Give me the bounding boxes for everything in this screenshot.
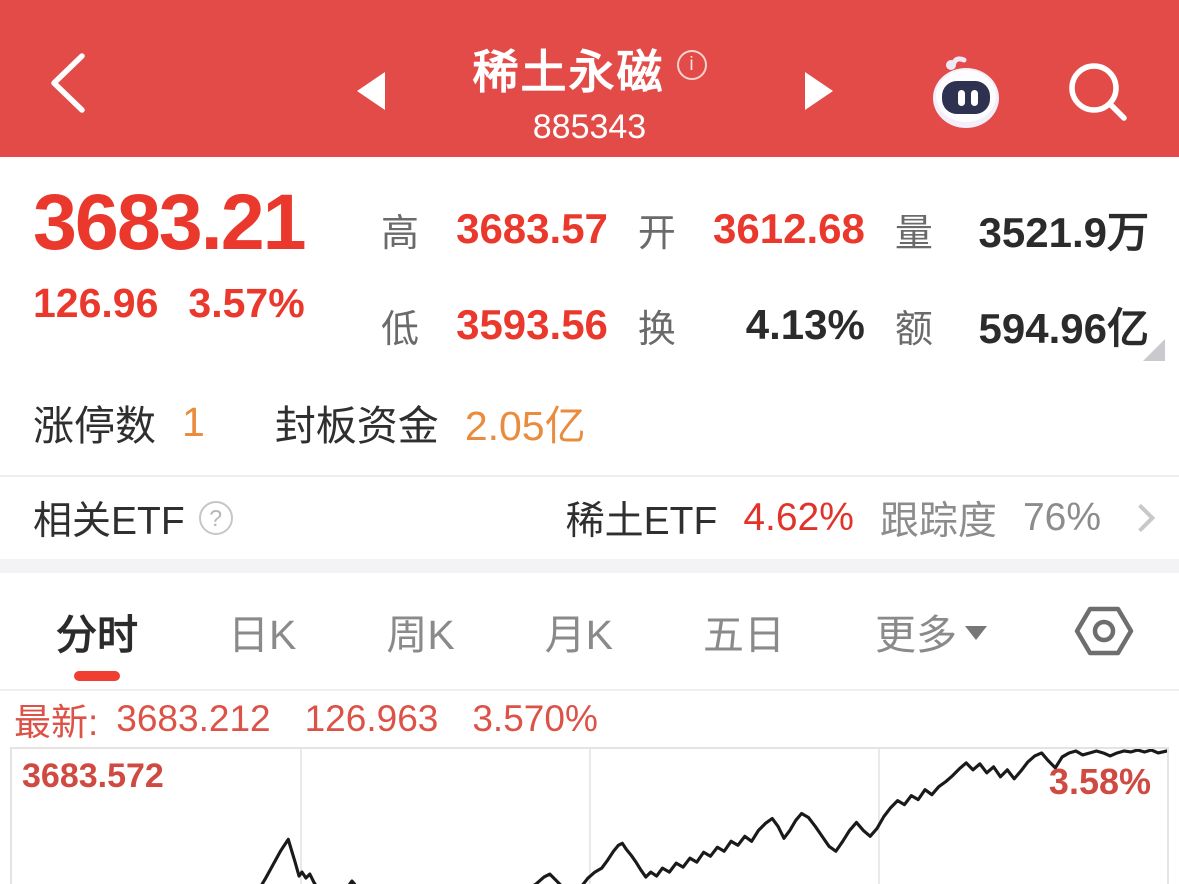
field-value: 3593.56 [456,301,608,348]
minute-chart-canvas [260,749,1167,884]
chevron-right-icon [1126,503,1156,533]
tab-monthly-k[interactable]: 月K [541,583,617,679]
field-value: 4.13% [745,301,865,348]
field-value: 3612.68 [713,205,865,252]
title-block: 稀土永磁 i 885343 [0,36,1179,147]
tab-label: 更多 [875,612,957,658]
etf-change-pct: 4.62% [743,496,854,539]
field-label: 换 [637,308,676,351]
back-chevron-icon [51,53,85,113]
tab-label: 五日 [703,612,786,658]
tab-more-dropdown[interactable]: 更多 [871,583,991,679]
app-header: 稀土永磁 i 885343 [0,0,1179,157]
field-value: 3521.9万 [978,208,1149,256]
chart-pct-label: 3.58% [1048,761,1151,802]
field-label: 低 [381,308,420,351]
field-low: 低 3593.56 [381,277,608,373]
tab-label: 周K [386,612,455,658]
search-icon[interactable] [1062,56,1134,128]
price-change: 126.96 [33,279,159,326]
tab-minute[interactable]: 分时 [52,583,142,681]
info-icon[interactable]: i [676,50,707,80]
sealed-fund-value: 2.05亿 [464,403,586,449]
ai-assistant-robot-icon[interactable] [925,52,1007,134]
section-divider [0,559,1179,573]
etf-name: 稀土ETF [565,500,718,543]
latest-change: 126.963 [304,698,439,739]
stock-code: 885343 [532,108,647,146]
chart-tab-bar: 分时 日K 周K 月K 五日 更多 [0,573,1179,691]
latest-price: 3683.212 [116,698,271,739]
tab-label: 分时 [56,612,138,658]
latest-pct: 3.570% [472,698,598,739]
field-volume: 量 3521.9万 [895,181,1149,277]
prev-stock-icon[interactable] [357,72,385,110]
field-value: 594.96亿 [978,304,1149,352]
tracking-label: 跟踪度 [879,500,997,543]
field-open: 开 3612.68 [638,181,865,277]
field-high: 高 3683.57 [381,181,608,277]
back-button[interactable] [38,50,98,116]
tab-daily-k[interactable]: 日K [224,583,300,679]
expand-corner-icon[interactable] [1143,339,1165,361]
chart-settings-icon[interactable] [1073,603,1135,659]
latest-label: 最新: [14,702,99,743]
tab-label: 月K [544,612,614,658]
caret-down-icon [965,626,987,640]
limit-up-row: 涨停数 1 封板资金 2.05亿 [0,369,1179,477]
page-title: 稀土永磁 [472,46,665,98]
minute-chart[interactable]: 3683.572 3.58% [10,747,1169,884]
tab-weekly-k[interactable]: 周K [382,583,458,679]
price-block: 3683.21 126.96 3.57% [33,177,351,373]
field-turnover-rate: 换 4.13% [638,277,865,373]
field-value: 3683.57 [456,205,608,252]
chart-high-label: 3683.572 [22,757,164,795]
minute-line [260,749,1167,884]
tracking-value: 76% [1022,496,1101,539]
field-label: 额 [894,308,933,351]
price-change-pct: 3.57% [188,279,305,326]
active-tab-underline [74,671,120,681]
field-label: 量 [894,212,933,255]
tab-five-day[interactable]: 五日 [699,583,789,679]
field-label: 开 [637,212,676,255]
help-icon[interactable]: ? [198,501,233,535]
latest-quote-row: 最新: 3683.212 126.963 3.570% [0,691,1179,747]
limit-count-label: 涨停数 [33,403,156,449]
current-price: 3683.21 [33,177,307,266]
tab-label: 日K [227,612,297,658]
sealed-fund-label: 封板资金 [274,403,439,449]
next-stock-icon[interactable] [805,72,833,110]
quote-panel: 3683.21 126.96 3.57% 高 3683.57 开 3612.68… [0,157,1179,369]
related-etf-label: 相关ETF [33,500,185,543]
related-etf-row[interactable]: 相关ETF ? 稀土ETF 4.62% 跟踪度 76% [0,477,1179,559]
field-label: 高 [381,212,420,255]
limit-count-value: 1 [182,398,205,445]
field-amount: 额 594.96亿 [895,277,1149,373]
